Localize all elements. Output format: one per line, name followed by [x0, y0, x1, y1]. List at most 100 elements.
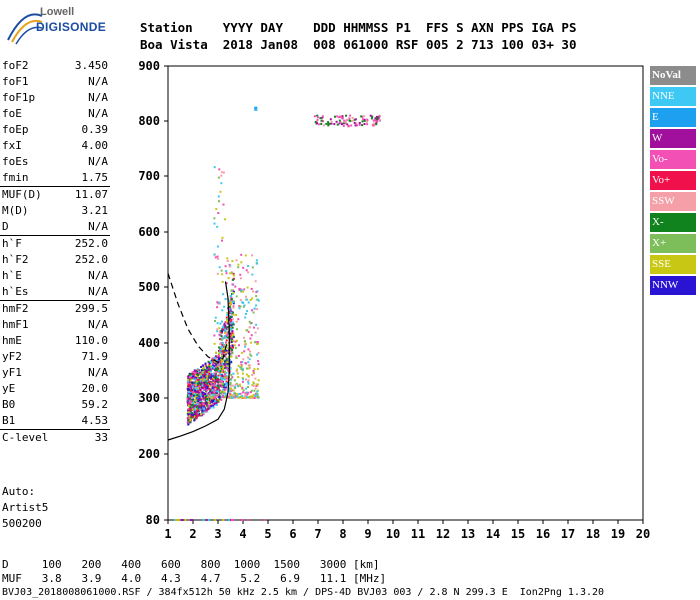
param-name: h`F2: [2, 253, 29, 266]
echo-point: [361, 115, 364, 118]
echo-point: [256, 383, 259, 386]
echo-point: [226, 260, 229, 262]
echo-point: [354, 118, 357, 121]
echo-point: [189, 409, 192, 412]
echo-point: [187, 416, 190, 419]
echo-point: [200, 401, 203, 404]
echo-point: [340, 116, 343, 119]
echo-point: [251, 297, 254, 300]
echo-point: [220, 395, 223, 398]
echo-point: [239, 392, 242, 395]
echo-point: [190, 376, 193, 379]
echo-point: [202, 386, 205, 389]
echo-point: [370, 117, 373, 120]
echo-point: [234, 285, 237, 288]
echo-point: [336, 123, 339, 126]
echo-point: [253, 326, 255, 329]
echo-point: [257, 396, 260, 399]
echo-point: [358, 121, 361, 124]
echo-point: [210, 360, 213, 362]
echo-point: [195, 371, 198, 374]
echo-point: [216, 384, 219, 387]
echo-point: [241, 301, 244, 304]
echo-point: [225, 353, 228, 355]
x-tick-label: 11: [411, 527, 425, 541]
echo-point: [187, 404, 190, 407]
echo-point: [255, 259, 258, 262]
echo-point: [186, 380, 189, 383]
echo-point: [186, 386, 189, 389]
echo-point: [197, 369, 200, 372]
echo-point: [214, 387, 217, 390]
echo-point: [231, 289, 234, 292]
echo-point: [201, 371, 204, 374]
echo-point: [222, 382, 225, 385]
echo-point: [225, 282, 228, 285]
echo-point: [217, 195, 220, 198]
echo-point: [187, 413, 190, 416]
echo-point: [242, 389, 245, 392]
echo-point: [205, 408, 208, 411]
echo-point: [252, 384, 255, 387]
echo-point: [221, 341, 224, 344]
echo-point: [253, 396, 256, 399]
echo-point: [197, 396, 200, 399]
echo-point: [252, 370, 255, 372]
echo-point: [213, 519, 216, 521]
echo-point: [221, 330, 224, 333]
echo-point: [206, 375, 209, 378]
echo-point: [227, 347, 230, 350]
echo-point: [204, 399, 207, 402]
echo-point: [187, 423, 190, 426]
param-row: MUF(D) 11.07: [0, 187, 110, 203]
echo-point: [209, 405, 212, 408]
echo-point: [219, 350, 222, 353]
echo-point: [216, 328, 219, 331]
echo-point: [224, 395, 226, 398]
param-row: C-level 33: [0, 430, 110, 446]
echo-point: [230, 295, 232, 298]
echo-point: [206, 398, 208, 400]
echo-point: [198, 391, 200, 394]
echo-point: [240, 366, 243, 369]
echo-point: [212, 406, 215, 409]
echo-point: [200, 406, 203, 409]
echo-point: [220, 385, 223, 388]
echo-point: [362, 118, 365, 121]
echo-point: [207, 366, 210, 369]
echo-point: [234, 392, 236, 395]
echo-point: [241, 387, 244, 390]
echo-point: [350, 124, 353, 127]
echo-point: [244, 391, 247, 394]
echo-point: [237, 266, 240, 269]
echo-point: [203, 405, 206, 408]
echo-point: [232, 302, 235, 305]
echo-point: [194, 384, 197, 387]
echo-point: [217, 365, 220, 368]
y-tick-label: 400: [138, 336, 160, 350]
echo-point: [193, 381, 196, 384]
echo-point: [211, 384, 213, 387]
echo-point: [198, 413, 201, 415]
echo-point: [232, 313, 235, 316]
echo-point: [203, 404, 206, 407]
echo-point: [249, 391, 252, 394]
echo-point: [225, 371, 228, 374]
echo-point: [213, 384, 216, 387]
echo-point: [189, 418, 192, 420]
echo-point: [189, 379, 192, 382]
echo-point: [197, 400, 200, 403]
echo-point: [239, 385, 242, 388]
echo-point: [191, 403, 194, 406]
echo-point: [234, 394, 237, 397]
echo-point: [203, 373, 206, 376]
echo-point: [183, 519, 186, 521]
echo-point: [254, 331, 257, 334]
echo-point: [201, 367, 204, 370]
echo-point: [224, 329, 227, 332]
echo-point: [221, 239, 223, 242]
x-tick-label: 5: [264, 527, 271, 541]
echo-point: [194, 391, 197, 394]
echo-point: [214, 374, 217, 377]
echo-point: [213, 166, 216, 169]
